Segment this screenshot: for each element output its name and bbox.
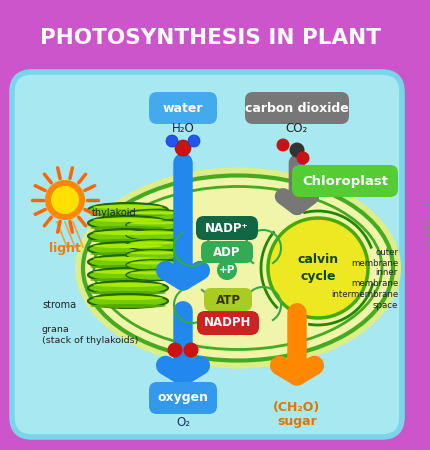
Ellipse shape — [75, 167, 401, 369]
Ellipse shape — [130, 261, 180, 265]
Text: ADP: ADP — [213, 246, 241, 258]
Ellipse shape — [130, 221, 180, 225]
Circle shape — [168, 342, 182, 357]
Ellipse shape — [126, 270, 184, 280]
FancyBboxPatch shape — [245, 92, 349, 124]
Circle shape — [175, 140, 191, 156]
FancyBboxPatch shape — [204, 288, 252, 311]
FancyBboxPatch shape — [12, 72, 402, 437]
Circle shape — [51, 186, 79, 214]
Ellipse shape — [88, 229, 168, 243]
Text: 84724689: 84724689 — [421, 202, 430, 248]
Ellipse shape — [90, 226, 166, 230]
Ellipse shape — [130, 212, 180, 215]
Text: sugar: sugar — [277, 415, 317, 428]
Ellipse shape — [93, 283, 163, 287]
Text: O₂: O₂ — [176, 415, 190, 428]
FancyBboxPatch shape — [149, 92, 217, 124]
Ellipse shape — [90, 304, 166, 308]
Text: +P: +P — [219, 265, 235, 275]
Circle shape — [297, 152, 310, 165]
Text: light: light — [49, 242, 81, 255]
Circle shape — [289, 143, 304, 158]
Ellipse shape — [90, 265, 166, 269]
FancyBboxPatch shape — [197, 311, 259, 335]
Ellipse shape — [93, 218, 163, 222]
FancyBboxPatch shape — [201, 241, 253, 263]
Circle shape — [268, 218, 368, 318]
Text: H₂O: H₂O — [172, 122, 194, 135]
Ellipse shape — [130, 252, 180, 255]
Ellipse shape — [126, 210, 184, 220]
Circle shape — [217, 260, 237, 280]
Text: PHOTOSYNTHESIS IN PLANT: PHOTOSYNTHESIS IN PLANT — [40, 28, 381, 48]
Ellipse shape — [130, 242, 180, 244]
Ellipse shape — [88, 281, 168, 295]
Text: ATP: ATP — [215, 293, 240, 306]
Text: (CH₂O): (CH₂O) — [273, 401, 321, 414]
Ellipse shape — [126, 220, 184, 230]
Ellipse shape — [90, 291, 166, 295]
Ellipse shape — [88, 268, 168, 282]
Ellipse shape — [90, 213, 166, 217]
Text: grana
(stack of thylakoids): grana (stack of thylakoids) — [42, 325, 138, 345]
Text: water: water — [163, 102, 203, 114]
Circle shape — [184, 342, 199, 357]
Ellipse shape — [93, 296, 163, 300]
Ellipse shape — [93, 257, 163, 261]
FancyBboxPatch shape — [196, 216, 258, 240]
Ellipse shape — [130, 271, 180, 274]
Ellipse shape — [93, 205, 163, 209]
Ellipse shape — [90, 252, 166, 256]
Ellipse shape — [88, 216, 168, 230]
Ellipse shape — [126, 260, 184, 270]
Text: CO₂: CO₂ — [286, 122, 308, 135]
Ellipse shape — [88, 294, 168, 308]
Text: inner
membrane: inner membrane — [351, 268, 398, 288]
Ellipse shape — [88, 242, 168, 256]
Ellipse shape — [88, 203, 168, 217]
Ellipse shape — [90, 278, 166, 282]
Text: oxygen: oxygen — [157, 392, 209, 405]
Text: carbon dioxide: carbon dioxide — [245, 102, 349, 114]
Circle shape — [188, 135, 200, 147]
Ellipse shape — [126, 230, 184, 240]
Text: stroma: stroma — [42, 300, 76, 310]
Text: Chloroplast: Chloroplast — [302, 175, 388, 188]
Ellipse shape — [93, 244, 163, 248]
Text: NADPH: NADPH — [204, 316, 252, 329]
Ellipse shape — [88, 255, 168, 269]
FancyBboxPatch shape — [292, 165, 398, 197]
Text: outer
membrane: outer membrane — [351, 248, 398, 268]
Circle shape — [45, 180, 85, 220]
Text: calvin
cycle: calvin cycle — [298, 253, 338, 283]
Ellipse shape — [93, 231, 163, 235]
Ellipse shape — [130, 231, 180, 234]
Ellipse shape — [83, 176, 393, 360]
Text: NADP⁺: NADP⁺ — [205, 221, 249, 234]
Text: thylakoid: thylakoid — [92, 208, 137, 218]
Ellipse shape — [126, 249, 184, 261]
Text: intermembrane
space: intermembrane space — [331, 290, 398, 310]
Ellipse shape — [93, 270, 163, 274]
Ellipse shape — [126, 239, 184, 251]
FancyBboxPatch shape — [149, 382, 217, 414]
Circle shape — [276, 139, 289, 152]
Circle shape — [166, 135, 178, 147]
Ellipse shape — [90, 239, 166, 243]
